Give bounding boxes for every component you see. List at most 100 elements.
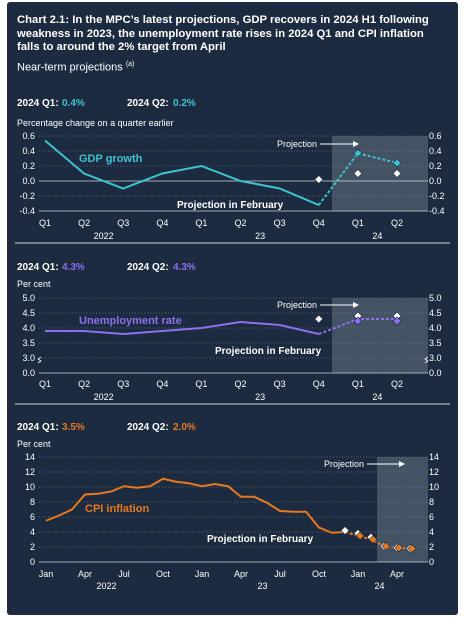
unemp-ytick-right: 5.0: [429, 293, 442, 303]
cpi-ytick-right: 8: [429, 497, 434, 507]
cpi-q2-label: 2024 Q2:: [127, 422, 169, 433]
unemp-xtick-label: Q1: [195, 379, 207, 389]
cpi-projection-point: [355, 531, 365, 541]
subtitle-text: Near-term projections: [17, 61, 123, 74]
cpi-ytick-left: 6: [30, 512, 35, 522]
unemp-series-label: Unemployment rate: [79, 315, 182, 327]
unemp-q1-label: 2024 Q1:: [17, 262, 59, 273]
cpi-projection-point: [381, 541, 391, 551]
unemp-xtick-label: Q2: [391, 379, 403, 389]
gdp-ytick-right: 0.0: [429, 176, 442, 186]
cpi-ytick-right: 10: [429, 482, 439, 492]
gdp-xtick-label: Q3: [274, 218, 286, 228]
unemp-february-label: Projection in February: [215, 346, 322, 357]
cpi-xtick-label: Apr: [78, 569, 92, 579]
projection-label: Projection: [324, 459, 364, 469]
gdp-xtick-label: Q2: [235, 218, 247, 228]
gdp-xtick-label: Q2: [78, 218, 90, 228]
gdp-xtick-label: Q4: [156, 218, 168, 228]
cpi-series-label: CPI inflation: [85, 503, 149, 515]
projection-label: Projection: [277, 139, 317, 149]
unemp-ytick-right: 3.0: [429, 353, 442, 363]
cpi-xtick-label: Oct: [312, 569, 327, 579]
gdp-xtick-label: Q1: [39, 218, 51, 228]
unemp-q1-value: 4.3%: [62, 262, 85, 273]
gdp-projection-line: [317, 152, 398, 206]
unemp-xtick-label: Q1: [352, 379, 364, 389]
unemp-ytick-right: 3.5: [429, 338, 442, 348]
gdp-q2-value: 0.2%: [173, 98, 196, 109]
unemp-xtick-label: Q1: [39, 379, 51, 389]
gdp-ytick-right: -0.2: [429, 191, 445, 201]
projection-arrow-head: [353, 302, 359, 308]
gdp-q1-value: 0.4%: [62, 98, 85, 109]
subtitle-footnote: (a): [125, 61, 135, 68]
cpi-year-label: 24: [374, 581, 384, 591]
gdp-ytick-right: 0.6: [429, 131, 442, 141]
unemp-xtick-label: Q3: [117, 379, 129, 389]
unemp-year-label: 23: [255, 392, 265, 402]
projection-arrow-head: [399, 461, 405, 467]
unemp-axis-break: [37, 356, 42, 364]
gdp-q2-label: 2024 Q2:: [127, 98, 169, 109]
cpi-february-label: Projection in February: [207, 534, 314, 545]
unemp-outturn-line: [45, 320, 320, 336]
gdp-projection-point: [353, 148, 363, 158]
gdp-ytick-left: -0.4: [19, 206, 35, 216]
cpi-q1-label: 2024 Q1:: [17, 422, 59, 433]
chart-subtitle: Near-term projections (a): [17, 61, 134, 74]
plots-group: 0.6 0.6 0.4 0.4 0.2 0.2 0.0 0.0 -0.2 -0.2 -0.4 -0.4…: [19, 131, 444, 591]
cpi-xtick-label: Oct: [156, 569, 171, 579]
unemp-projection-point: [392, 316, 402, 326]
unemp-axis-break: [424, 356, 429, 364]
cpi-ytick-left: 4: [30, 527, 35, 537]
gdp-ytick-left: 0.0: [22, 176, 35, 186]
cpi-projection-point: [394, 543, 404, 553]
gdp-february-point: [353, 169, 363, 178]
unemp-ytick-left: 3.5: [22, 338, 35, 348]
gdp-xtick-label: Q4: [313, 218, 325, 228]
unemp-ytick-left: 5.0: [22, 293, 35, 303]
projection-arrow-head: [353, 141, 359, 147]
unemp-ytick-left: 4.5: [22, 308, 35, 318]
gdp-xtick-label: Q3: [117, 218, 129, 228]
unemp-ytick-left: 0.0: [22, 368, 35, 378]
cpi-units: Per cent: [17, 439, 51, 449]
gdp-february-label: Projection in February: [177, 200, 284, 211]
gdp-outturn-line: [44, 139, 320, 206]
gdp-series-label: GDP growth: [79, 153, 143, 165]
unemp-ytick-right: 4.5: [429, 308, 442, 318]
chart-frame: Chart 2.1: In the MPC’s latest projectio…: [7, 2, 458, 615]
cpi-ytick-right: 12: [429, 467, 439, 477]
cpi-year-label: 2022: [96, 581, 116, 591]
gdp-february-point: [314, 175, 324, 184]
gdp-xtick-label: Q2: [391, 218, 403, 228]
cpi-year-label: 23: [257, 581, 267, 591]
gdp-q1-label: 2024 Q1:: [17, 98, 59, 109]
gdp-year-label: 24: [372, 231, 382, 241]
cpi-xtick-label: Apr: [234, 569, 248, 579]
gdp-february-point: [392, 169, 402, 178]
cpi-xtick-label: Jan: [351, 569, 366, 579]
gdp-year-label: 23: [255, 231, 265, 241]
unemp-february-point: [314, 314, 324, 324]
cpi-ytick-left: 8: [30, 497, 35, 507]
gdp-year-label: 2022: [94, 231, 114, 241]
unemp-year-label: 2022: [94, 392, 114, 402]
gdp-projection-point: [392, 158, 402, 168]
cpi-xtick-label: Jan: [195, 569, 210, 579]
cpi-ytick-right: 0: [429, 557, 434, 567]
unemp-units: Per cent: [17, 279, 51, 289]
charts-svg: 2024 Q1: 0.4% 2024 Q2: 0.2% Percentage c…: [15, 98, 450, 591]
unemp-xtick-label: Q4: [156, 379, 168, 389]
unemp-q2-label: 2024 Q2:: [127, 262, 169, 273]
cpi-february-point: [340, 526, 350, 535]
cpi-ytick-left: 10: [25, 482, 35, 492]
cpi-projection-point: [368, 535, 378, 544]
cpi-ytick-left: 0: [30, 557, 35, 567]
unemp-xtick-label: Q4: [313, 379, 325, 389]
gdp-ytick-right: -0.4: [429, 206, 445, 216]
unemp-xtick-label: Q2: [78, 379, 90, 389]
chart-title: Chart 2.1: In the MPC’s latest projectio…: [17, 14, 429, 53]
cpi-ytick-left: 2: [30, 542, 35, 552]
